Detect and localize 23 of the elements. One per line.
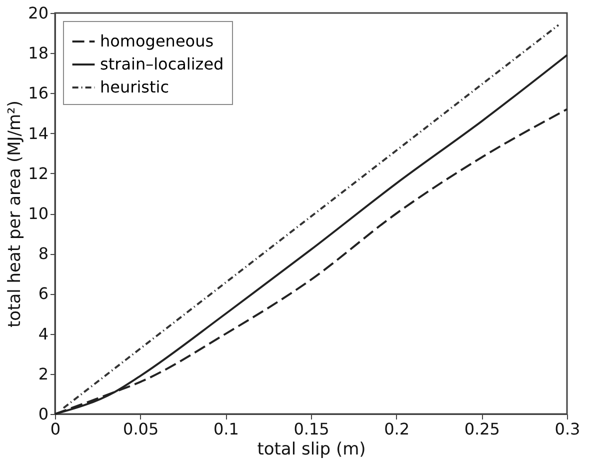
y-tick-label: 12	[28, 164, 48, 183]
y-tick-label: 8	[38, 244, 48, 264]
x-tick-label: 0.2	[384, 420, 410, 438]
y-tick-label: 16	[28, 84, 48, 103]
y-tick-label: 4	[38, 324, 48, 344]
y-tick-label: 20	[28, 4, 48, 22]
legend-label: strain–localized	[100, 54, 224, 74]
x-axis-title: total slip (m)	[257, 440, 366, 460]
x-tick-label: 0.05	[123, 420, 159, 438]
x-tick-label: 0.1	[213, 420, 239, 438]
y-tick-label: 6	[38, 284, 48, 304]
y-tick-label: 0	[38, 404, 48, 424]
y-tick-label: 10	[28, 204, 48, 223]
x-tick-label: 0.3	[554, 420, 580, 438]
x-tick-label: 0.25	[464, 420, 500, 438]
x-tick-label: 0.15	[294, 420, 330, 438]
y-tick-label: 2	[38, 364, 48, 384]
y-tick-label: 18	[28, 44, 48, 63]
legend-label: homogeneous	[100, 32, 214, 50]
legend-label: heuristic	[100, 78, 169, 96]
y-tick-label: 14	[28, 124, 48, 143]
y-axis-title: total heat per area (MJ/m²)	[5, 100, 26, 328]
x-tick-label: 0	[50, 420, 61, 438]
